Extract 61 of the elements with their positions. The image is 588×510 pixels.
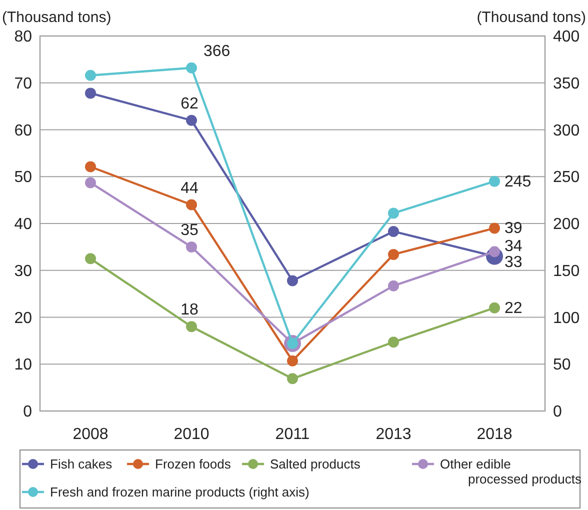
y-tick-label: 80	[14, 28, 32, 46]
x-tick-label: 2011	[275, 426, 310, 443]
legend-label: Fresh and frozen marine products (right axis)	[50, 484, 310, 500]
point	[388, 280, 399, 292]
point	[186, 114, 197, 126]
data-label: 62	[180, 95, 198, 112]
point	[388, 208, 399, 219]
data-label: 44	[180, 180, 198, 197]
data-label: 33	[504, 254, 522, 271]
y2-tick-label: 150	[553, 262, 580, 280]
y2-axis-title: (Thousand tons)	[476, 9, 586, 26]
legend-label: Other edible processed products	[440, 456, 582, 486]
legend-label: Frozen foods	[155, 456, 232, 472]
y-tick-label: 60	[14, 122, 32, 140]
x-tick-label: 2008	[72, 426, 108, 443]
point	[388, 226, 399, 237]
y-tick-label: 10	[14, 356, 32, 374]
y-axis-title: (Thousand tons)	[2, 9, 112, 26]
data-label: 22	[504, 300, 522, 317]
point	[489, 302, 500, 314]
point	[287, 275, 298, 286]
point	[388, 336, 399, 348]
point	[85, 70, 96, 81]
data-label: 245	[504, 173, 532, 190]
point	[489, 222, 500, 234]
data-label: 35	[180, 222, 198, 239]
legend-label: Salted products	[270, 456, 361, 472]
y-tick-label: 70	[14, 75, 32, 92]
point	[85, 253, 96, 264]
data-label: 34	[504, 238, 522, 255]
y-tick-label: 30	[14, 262, 32, 280]
y-tick-label: 20	[14, 310, 32, 327]
y2-tick-label: 400	[553, 28, 580, 46]
point	[85, 161, 96, 172]
y2-tick-label: 250	[553, 169, 580, 186]
point	[489, 176, 500, 187]
point	[186, 241, 197, 252]
point	[85, 88, 96, 99]
y2-tick-label: 50	[553, 356, 571, 374]
point	[186, 199, 197, 210]
y2-tick-label: 100	[553, 310, 580, 327]
x-tick-label: 2013	[376, 426, 412, 443]
data-label: 18	[180, 302, 198, 319]
y2-tick-label: 200	[553, 216, 580, 234]
y-tick-label: 0	[23, 404, 32, 421]
y-tick-label: 40	[14, 216, 32, 234]
point	[287, 373, 298, 384]
y-tick-label: 50	[14, 169, 32, 186]
data-label: 39	[504, 220, 522, 238]
point	[186, 321, 197, 332]
legend-label: Fish cakes	[50, 456, 113, 472]
point	[287, 355, 298, 366]
y2-tick-label: 0	[553, 404, 562, 421]
point	[388, 248, 399, 260]
point	[186, 62, 197, 74]
x-tick-label: 2018	[476, 426, 512, 443]
y2-tick-label: 300	[553, 122, 580, 140]
point	[85, 177, 96, 188]
y2-tick-label: 350	[553, 75, 580, 92]
x-tick-label: 2010	[174, 426, 210, 443]
data-label: 366	[204, 42, 230, 60]
